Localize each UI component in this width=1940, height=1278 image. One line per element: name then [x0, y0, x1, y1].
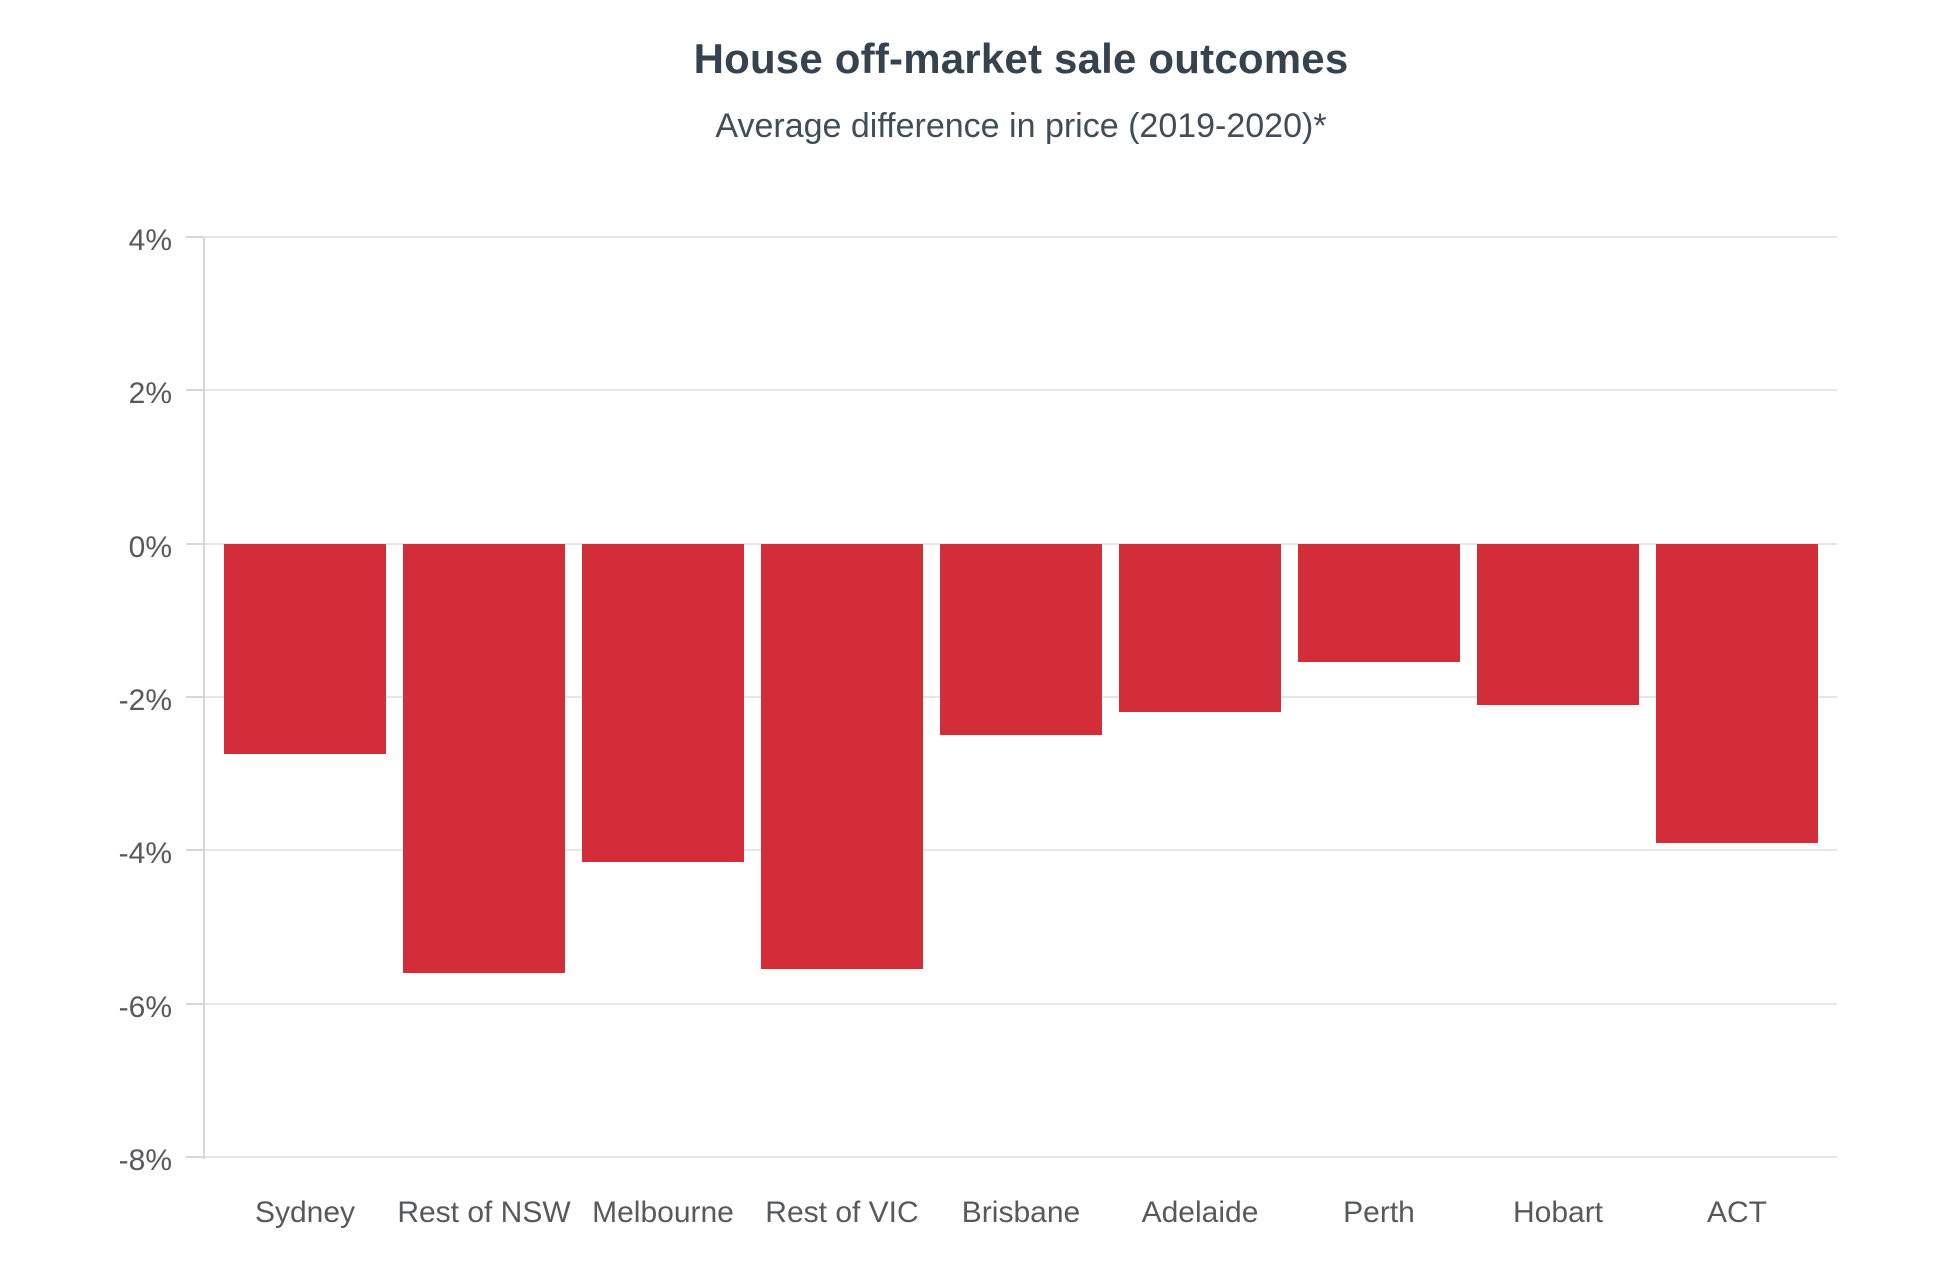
chart-subtitle: Average difference in price (2019-2020)*	[715, 107, 1327, 145]
y-tick-label-2: 2%	[128, 377, 172, 411]
y-tick-label-2: -2%	[118, 684, 172, 718]
gridline-8	[205, 1156, 1837, 1158]
y-tick-6	[186, 1002, 204, 1005]
x-tick-label-rest-of-vic: Rest of VIC	[765, 1196, 919, 1229]
y-tick-8	[186, 1156, 204, 1158]
gridline-6	[205, 1002, 1837, 1005]
y-tick-2	[186, 389, 204, 392]
bar-act	[1656, 543, 1818, 843]
bar-hobart	[1477, 543, 1639, 705]
y-tick-4	[186, 236, 204, 238]
y-axis-line	[203, 237, 205, 1159]
x-tick-label-perth: Perth	[1343, 1196, 1415, 1229]
x-tick-label-adelaide: Adelaide	[1141, 1196, 1259, 1229]
bar-adelaide	[1119, 543, 1281, 713]
chart-title: House off-market sale outcomes	[693, 35, 1349, 82]
bar-melbourne	[582, 543, 744, 862]
bar-perth	[1298, 543, 1460, 663]
gridline-4	[205, 236, 1837, 238]
x-tick-label-hobart: Hobart	[1512, 1196, 1604, 1229]
x-axis-labels: Sydney Rest of NSW Melbourne Rest of VIC Bri…	[0, 1196, 1940, 1236]
y-axis-labels: 4% 2% 0% -2% -4% -6% -8%	[0, 224, 172, 1177]
bar-sydney	[224, 543, 386, 755]
y-tick-4	[186, 849, 204, 852]
x-tick-label-rest-of-nsw: Rest of NSW	[397, 1196, 571, 1229]
y-tick-label-6: -6%	[118, 990, 172, 1024]
x-tick-label-melbourne: Melbourne	[592, 1196, 734, 1229]
gridline-2	[205, 389, 1837, 392]
bar-rest-of-vic	[761, 543, 923, 970]
x-tick-label-sydney: Sydney	[254, 1196, 356, 1229]
bar-rest-of-nsw	[403, 543, 565, 973]
bar-brisbane	[940, 543, 1102, 736]
y-tick-2	[186, 696, 204, 698]
y-tick-label-8: -8%	[118, 1144, 172, 1178]
gridline-4	[205, 849, 1837, 852]
plot-area	[186, 236, 1837, 1158]
x-tick-label-act: ACT	[1707, 1196, 1767, 1229]
y-tick-0	[186, 542, 204, 545]
x-tick-label-brisbane: Brisbane	[961, 1196, 1081, 1229]
y-tick-label-4: 4%	[128, 224, 172, 258]
y-tick-label-0: 0%	[128, 530, 172, 564]
y-tick-label-4: -4%	[118, 837, 172, 871]
